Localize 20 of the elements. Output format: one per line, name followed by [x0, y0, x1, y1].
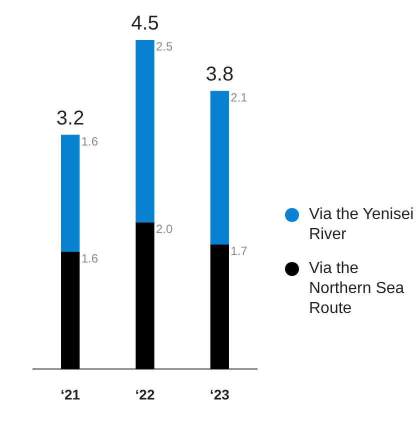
data-label: 1.7 — [230, 244, 248, 258]
data-label: 2.1 — [230, 90, 248, 105]
bar — [136, 222, 154, 370]
bar — [61, 134, 80, 252]
data-label: 1.6 — [81, 251, 98, 266]
data-label: 1.6 — [81, 134, 98, 148]
legend-label: Via the Yenisei River — [309, 205, 415, 245]
data-label: 2.5 — [156, 39, 174, 54]
x-tick-label: ‘23 — [210, 386, 230, 402]
legend-label: Via the Northern Sea Route — [309, 259, 406, 319]
total-label: 3.8 — [206, 64, 234, 86]
bar — [210, 90, 229, 246]
bar — [136, 40, 154, 224]
bar — [210, 244, 229, 370]
total-label: 3.2 — [56, 108, 84, 130]
bar — [61, 252, 80, 370]
total-label: 4.5 — [131, 12, 159, 35]
x-tick-label: ‘21 — [60, 386, 80, 402]
data-label: 2.0 — [156, 222, 174, 236]
x-tick-label: ‘22 — [135, 386, 155, 402]
